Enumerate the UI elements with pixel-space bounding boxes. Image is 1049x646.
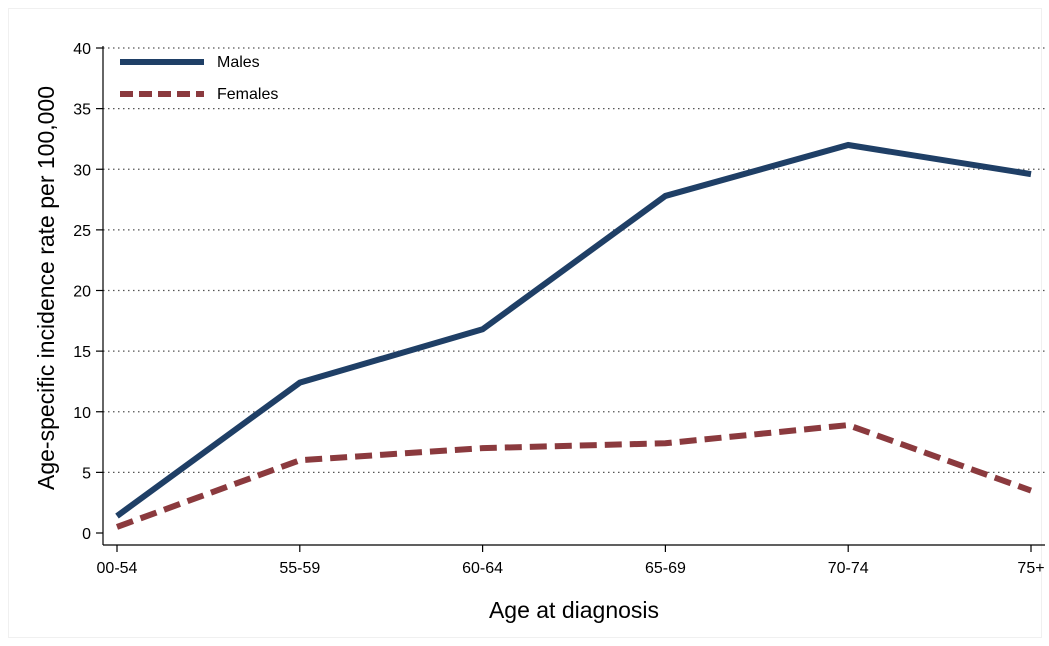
x-tick-label: 65-69 [645, 560, 686, 577]
chart-frame [8, 8, 1042, 638]
x-tick-label: 75+ [1017, 560, 1044, 577]
series-lines [115, 141, 1033, 530]
legend: Males Females [120, 54, 278, 103]
y-tick-label: 15 [73, 344, 91, 361]
series-line-males [115, 141, 1032, 519]
y-tick-label: 25 [73, 223, 91, 240]
legend-label-males: Males [217, 54, 260, 71]
axes [102, 46, 1045, 546]
y-tick-label: 40 [73, 41, 91, 58]
y-tick-label: 35 [73, 102, 91, 119]
gridlines [103, 47, 1045, 473]
x-tick-label: 60-64 [462, 560, 503, 577]
y-tick-label: 5 [82, 465, 91, 482]
legend-label-females: Females [217, 86, 278, 103]
x-tick-label: 00-54 [97, 560, 138, 577]
x-tick-label: 70-74 [828, 560, 869, 577]
x-tick-label: 55-59 [279, 560, 320, 577]
y-tick-label: 30 [73, 162, 91, 179]
x-axis-label: Age at diagnosis [489, 597, 659, 623]
y-axis-label: Age-specific incidence rate per 100,000 [33, 86, 59, 490]
series-line-females [115, 422, 1033, 530]
y-tick-label: 10 [73, 405, 91, 422]
y-axis-ticks: 0 5 10 15 20 25 30 35 40 [73, 41, 103, 543]
y-tick-label: 0 [82, 526, 91, 543]
x-axis-ticks: 00-54 55-59 60-64 65-69 70-74 75+ [97, 545, 1045, 577]
y-tick-label: 20 [73, 284, 91, 301]
